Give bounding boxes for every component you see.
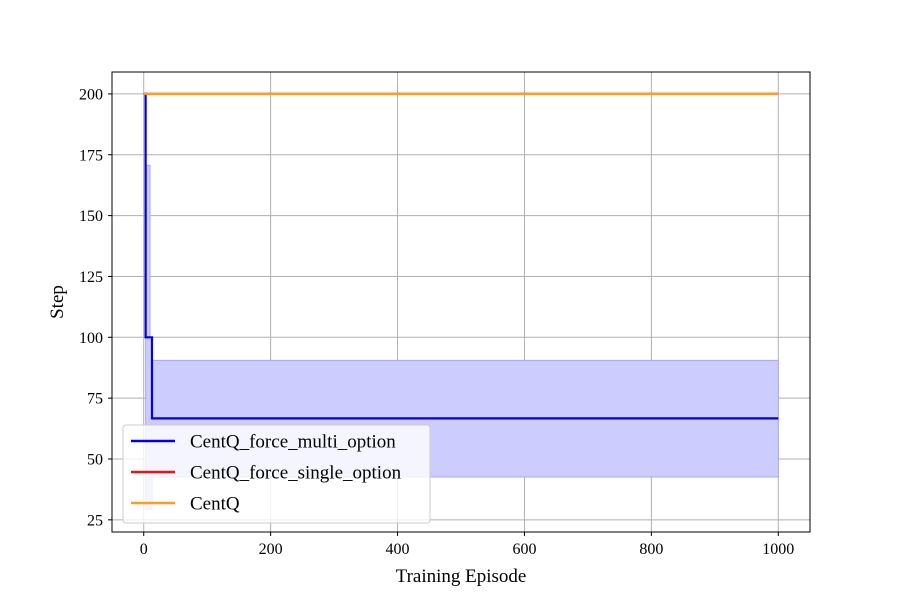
y-tick-label: 50 bbox=[87, 451, 103, 468]
legend-items: CentQ_force_multi_option CentQ_force_sing… bbox=[131, 432, 402, 515]
x-tick-label: 600 bbox=[512, 541, 536, 558]
y-tick-label: 200 bbox=[79, 86, 103, 103]
series-lines bbox=[143, 92, 779, 420]
y-axis-ticks: 25 50 75 100 125 150 175 200 bbox=[79, 86, 112, 529]
x-axis-label: Training Episode bbox=[396, 566, 527, 587]
y-axis-label: Step bbox=[47, 285, 68, 319]
legend-label: CentQ_force_single_option bbox=[190, 463, 402, 484]
x-axis-ticks: 0 200 400 600 800 1000 bbox=[140, 532, 794, 558]
plot-frame bbox=[111, 71, 811, 533]
x-tick-label: 1000 bbox=[762, 541, 794, 558]
y-tick-label: 75 bbox=[87, 391, 103, 408]
x-tick-label: 200 bbox=[259, 541, 283, 558]
legend-label: CentQ bbox=[190, 494, 240, 515]
legend: CentQ_force_multi_option CentQ_force_sing… bbox=[122, 424, 431, 524]
x-tick-label: 400 bbox=[386, 541, 410, 558]
x-tick-label: 800 bbox=[639, 541, 663, 558]
y-tick-label: 150 bbox=[79, 208, 103, 225]
y-tick-label: 175 bbox=[79, 147, 103, 164]
y-tick-label: 25 bbox=[87, 512, 103, 529]
x-tick-label: 0 bbox=[140, 541, 148, 558]
y-tick-label: 100 bbox=[79, 330, 103, 347]
legend-label: CentQ_force_multi_option bbox=[190, 432, 396, 453]
legend-box bbox=[122, 424, 431, 524]
y-tick-label: 125 bbox=[79, 269, 103, 286]
